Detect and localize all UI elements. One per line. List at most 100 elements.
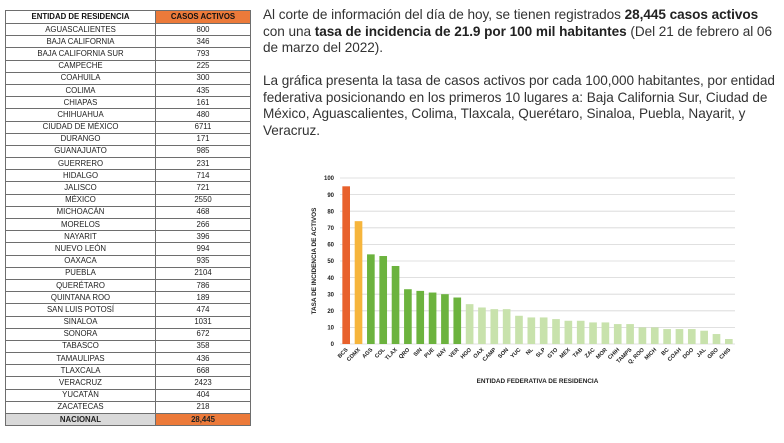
x-tick-label: BC bbox=[661, 347, 671, 357]
active-cases-cell: 225 bbox=[155, 59, 251, 73]
x-tick-label: MEX bbox=[559, 347, 572, 360]
table-row: QUERÉTARO 786 bbox=[5, 278, 251, 293]
bar bbox=[428, 292, 437, 344]
active-cases-cell: 672 bbox=[155, 327, 251, 341]
entity-cell: COAHUILA bbox=[5, 71, 156, 85]
y-tick-label: 70 bbox=[327, 226, 334, 232]
entity-cell: ZACATECAS bbox=[5, 400, 156, 415]
active-cases-cell: 404 bbox=[155, 388, 251, 402]
active-cases-cell: 2550 bbox=[155, 193, 251, 207]
entity-cell: AGUASCALIENTES bbox=[5, 22, 156, 37]
y-tick-label: 90 bbox=[327, 193, 334, 199]
active-cases-cell: 1031 bbox=[155, 315, 251, 329]
bar bbox=[404, 289, 412, 344]
y-tick-label: 20 bbox=[327, 309, 334, 315]
table-row: BAJA CALIFORNIA 346 bbox=[5, 35, 251, 49]
entity-cell: GUERRERO bbox=[5, 157, 156, 171]
header-entity: ENTIDAD DE RESIDENCIA bbox=[5, 10, 156, 24]
active-cases-cell: 935 bbox=[155, 254, 251, 268]
table-row: TABASCO 358 bbox=[5, 339, 251, 354]
table-row: DURANGO 171 bbox=[5, 132, 251, 146]
entity-cell: JALISCO bbox=[5, 181, 156, 195]
table-row: BAJA CALIFORNIA SUR 793 bbox=[5, 47, 251, 61]
entity-cell: SAN LUIS POTOSÍ bbox=[5, 303, 156, 317]
entity-cell: SONORA bbox=[5, 327, 156, 341]
table-row: GUANAJUATO 985 bbox=[5, 144, 251, 159]
bar bbox=[626, 324, 634, 344]
table-header-row: ENTIDAD DE RESIDENCIA CASOS ACTIVOS bbox=[5, 10, 251, 24]
active-cases-cell: 189 bbox=[155, 291, 251, 305]
bar bbox=[391, 265, 400, 344]
entity-cell: NUEVO LEÓN bbox=[5, 242, 156, 256]
table-row: GUERRERO 231 bbox=[5, 157, 251, 171]
x-tick-label: CDMX bbox=[346, 347, 362, 363]
table-row: NUEVO LEÓN 994 bbox=[5, 242, 251, 256]
active-cases-cell: 721 bbox=[155, 181, 251, 195]
bar bbox=[725, 339, 733, 344]
table-row: MICHOACÁN 468 bbox=[5, 205, 251, 220]
intro-total-cases: 28,445 casos activos bbox=[624, 7, 759, 22]
bar bbox=[515, 315, 523, 344]
active-cases-cell: 480 bbox=[155, 108, 251, 122]
entity-cell: NAYARIT bbox=[5, 230, 156, 244]
entity-cell: BAJA CALIFORNIA SUR bbox=[5, 47, 156, 61]
header-active-cases: CASOS ACTIVOS bbox=[155, 10, 251, 24]
total-label-cell: NACIONAL bbox=[5, 412, 156, 427]
bar bbox=[712, 334, 721, 344]
bar bbox=[539, 317, 548, 344]
table-row: VERACRUZ 2423 bbox=[5, 376, 251, 390]
table-row: TAMAULIPAS 436 bbox=[5, 352, 251, 366]
bar bbox=[663, 329, 671, 344]
table-row: PUEBLA 2104 bbox=[5, 266, 251, 280]
x-tick-label: TAB bbox=[572, 347, 584, 359]
cases-table: ENTIDAD DE RESIDENCIA CASOS ACTIVOS AGUA… bbox=[5, 10, 251, 427]
active-cases-cell: 435 bbox=[155, 83, 251, 98]
entity-cell: PUEBLA bbox=[5, 266, 156, 280]
bar bbox=[354, 221, 363, 344]
x-tick-label: TLAX bbox=[384, 347, 399, 362]
table-row: QUINTANA ROO 189 bbox=[5, 291, 251, 305]
x-tick-label: NL bbox=[525, 347, 535, 357]
table-row: CHIAPAS 161 bbox=[5, 96, 251, 110]
bar bbox=[638, 327, 647, 344]
active-cases-cell: 468 bbox=[155, 205, 251, 220]
x-tick-label: CHIS bbox=[719, 347, 733, 361]
bar bbox=[613, 324, 622, 344]
entity-cell: CHIAPAS bbox=[5, 96, 156, 110]
x-tick-label: AGS bbox=[361, 347, 374, 360]
entity-cell: TLAXCALA bbox=[5, 364, 156, 378]
active-cases-cell: 161 bbox=[155, 96, 251, 110]
entity-cell: TAMAULIPAS bbox=[5, 352, 156, 366]
y-tick-label: 50 bbox=[327, 259, 334, 265]
bar bbox=[478, 307, 486, 344]
bar bbox=[601, 322, 610, 344]
x-tick-label: SON bbox=[497, 347, 510, 360]
bar bbox=[687, 329, 696, 344]
entity-cell: CIUDAD DE MÉXICO bbox=[5, 120, 156, 134]
intro-paragraph: Al corte de información del día de hoy, … bbox=[263, 7, 778, 57]
y-tick-label: 30 bbox=[327, 292, 334, 298]
active-cases-cell: 2423 bbox=[155, 376, 251, 390]
y-tick-label: 100 bbox=[324, 176, 335, 182]
active-cases-cell: 231 bbox=[155, 157, 251, 171]
bar bbox=[441, 294, 449, 344]
bar bbox=[342, 186, 350, 344]
active-cases-cell: 300 bbox=[155, 71, 251, 85]
intro-incidence-rate: tasa de incidencia de 21.9 por 100 mil h… bbox=[314, 23, 627, 39]
table-row: JALISCO 721 bbox=[5, 181, 251, 195]
x-tick-label: SIN bbox=[413, 347, 424, 358]
bar bbox=[700, 330, 708, 344]
active-cases-cell: 793 bbox=[155, 47, 251, 61]
bar bbox=[576, 320, 585, 344]
x-axis-label: ENTIDAD FEDERATIVA DE RESIDENCIA bbox=[477, 378, 599, 385]
entity-cell: HIDALGO bbox=[5, 169, 156, 183]
entity-cell: MICHOACÁN bbox=[5, 205, 156, 220]
bar bbox=[367, 254, 375, 344]
bar bbox=[453, 297, 462, 344]
bar bbox=[502, 309, 511, 344]
table-row: ZACATECAS 218 bbox=[5, 400, 251, 415]
active-cases-cell: 171 bbox=[155, 132, 251, 146]
bar bbox=[552, 319, 560, 344]
table-row: MORELOS 266 bbox=[5, 217, 251, 232]
bar bbox=[527, 317, 536, 344]
